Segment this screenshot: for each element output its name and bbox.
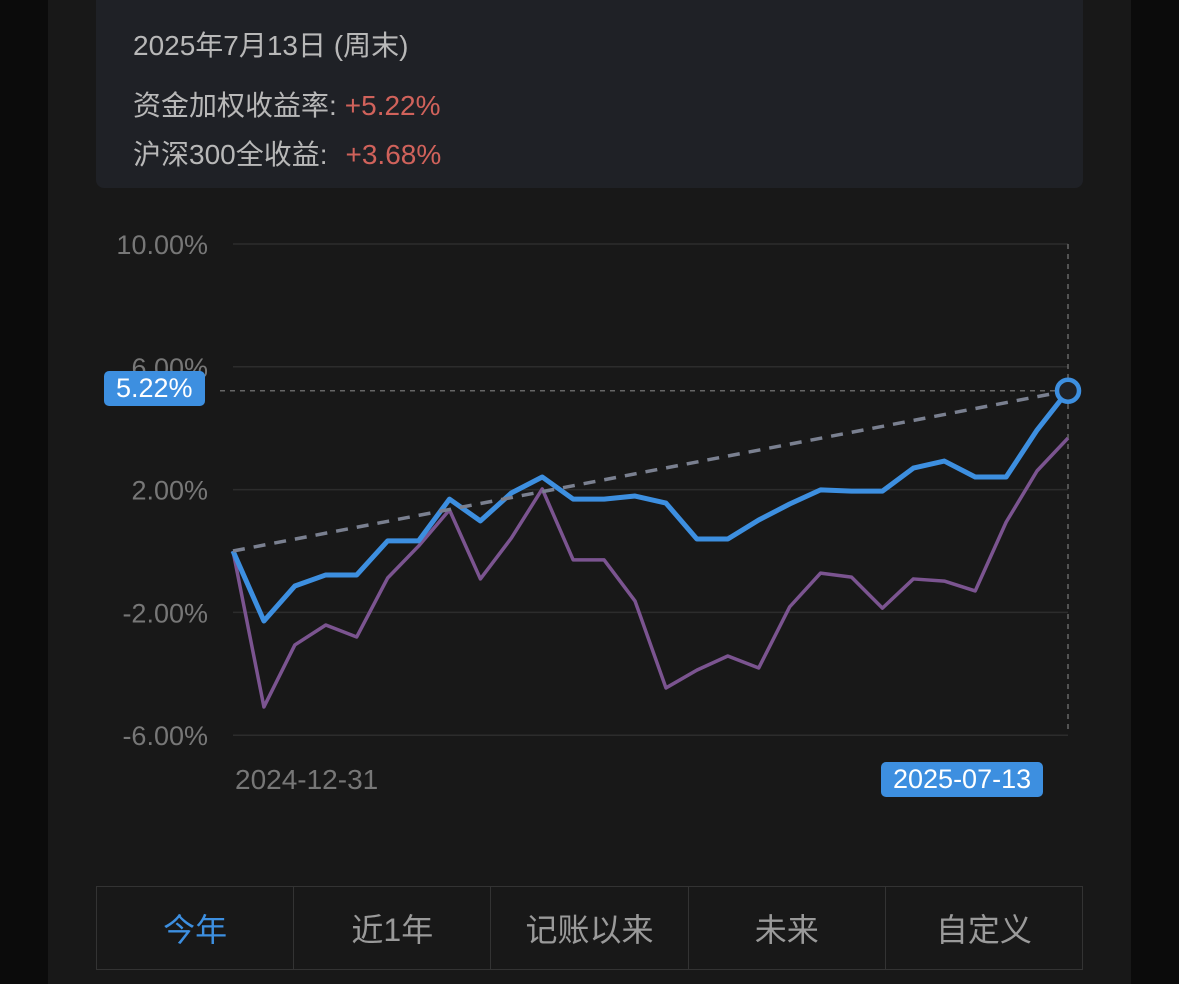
y-tick-label: -6.00% [122,721,208,751]
portfolio-line [230,389,1070,624]
portfolio-return-label: 资金加权收益率: [133,90,337,121]
selected-value-badge: 5.22% [104,371,205,406]
selected-date: 2025年7月13日 (周末) [133,30,409,61]
x-start-label: 2024-12-31 [235,764,379,795]
y-tick-label: 10.00% [116,230,208,260]
trend-line [232,389,1069,553]
selected-point-marker [1054,377,1082,404]
y-tick-label: 2.00% [131,476,208,506]
tab-since-start[interactable]: 记账以来 [491,887,689,969]
benchmark-return-label: 沪深300全收益: [133,139,328,170]
selected-date-badge: 2025-07-13 [881,762,1044,797]
benchmark-return-value: +3.68% [345,139,442,170]
tab-this-year[interactable]: 今年 [97,887,295,969]
tab-last-year[interactable]: 近1年 [294,887,492,969]
benchmark-return-row: 沪深300全收益: +3.68% [133,133,441,173]
tab-future[interactable]: 未来 [689,887,886,969]
y-tick-label: -2.00% [122,598,208,628]
summary-card [96,0,1083,188]
range-tabs: 今年 近1年 记账以来 未来 自定义 [96,886,1083,970]
portfolio-return-value: +5.22% [344,90,441,121]
tab-custom[interactable]: 自定义 [935,912,1032,948]
benchmark-line [231,436,1070,709]
portfolio-return-row: 资金加权收益率: +5.22% [133,84,441,124]
